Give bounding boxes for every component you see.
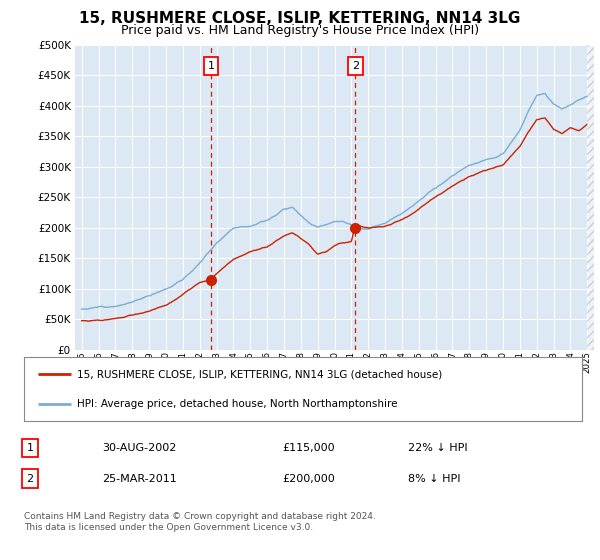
Text: 2: 2 <box>26 474 34 484</box>
Text: 22% ↓ HPI: 22% ↓ HPI <box>408 443 467 453</box>
Text: Price paid vs. HM Land Registry's House Price Index (HPI): Price paid vs. HM Land Registry's House … <box>121 24 479 36</box>
Text: HPI: Average price, detached house, North Northamptonshire: HPI: Average price, detached house, Nort… <box>77 399 398 409</box>
Text: £200,000: £200,000 <box>282 474 335 484</box>
Text: 15, RUSHMERE CLOSE, ISLIP, KETTERING, NN14 3LG: 15, RUSHMERE CLOSE, ISLIP, KETTERING, NN… <box>79 11 521 26</box>
Text: 8% ↓ HPI: 8% ↓ HPI <box>408 474 461 484</box>
Text: 30-AUG-2002: 30-AUG-2002 <box>102 443 176 453</box>
Text: £115,000: £115,000 <box>282 443 335 453</box>
Text: 25-MAR-2011: 25-MAR-2011 <box>102 474 177 484</box>
Text: Contains HM Land Registry data © Crown copyright and database right 2024.
This d: Contains HM Land Registry data © Crown c… <box>24 512 376 532</box>
Text: 1: 1 <box>26 443 34 453</box>
Text: 15, RUSHMERE CLOSE, ISLIP, KETTERING, NN14 3LG (detached house): 15, RUSHMERE CLOSE, ISLIP, KETTERING, NN… <box>77 369 442 379</box>
Text: 2: 2 <box>352 61 359 71</box>
Text: 1: 1 <box>208 61 214 71</box>
